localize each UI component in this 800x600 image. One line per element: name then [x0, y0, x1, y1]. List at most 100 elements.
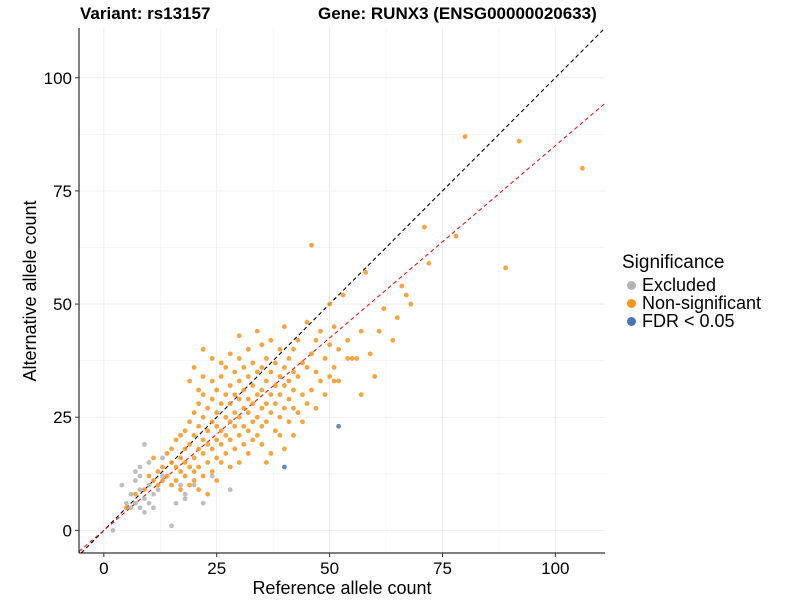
data-point — [277, 392, 283, 397]
grid-lines — [79, 28, 605, 553]
data-point — [300, 392, 305, 397]
data-point — [254, 392, 260, 397]
data-point — [155, 469, 161, 474]
data-point — [187, 482, 193, 488]
data-point — [245, 346, 251, 352]
data-point — [218, 428, 224, 434]
data-point — [259, 387, 265, 393]
data-point — [358, 328, 364, 334]
y-axis-label: Alternative allele count — [20, 200, 40, 381]
data-point — [205, 405, 211, 411]
data-point — [345, 355, 351, 361]
data-point — [133, 491, 138, 497]
data-point — [160, 455, 165, 461]
data-point — [336, 423, 342, 429]
data-point — [182, 473, 188, 479]
legend-label-non-significant: Non-significant — [642, 292, 762, 313]
data-point — [218, 360, 224, 366]
data-point — [196, 401, 202, 407]
data-point — [142, 487, 147, 493]
data-point — [259, 405, 265, 411]
data-point — [191, 455, 197, 461]
data-point — [327, 301, 332, 307]
data-point — [277, 414, 283, 420]
data-point — [367, 351, 373, 357]
y-tick-label: 50 — [53, 295, 72, 314]
data-point — [187, 419, 193, 425]
data-point — [133, 469, 138, 474]
data-point — [124, 500, 129, 506]
data-point — [128, 505, 134, 511]
data-point — [254, 328, 260, 334]
data-point — [232, 423, 238, 429]
data-point — [282, 383, 287, 388]
legend-item-significant: FDR < 0.05 — [622, 311, 761, 331]
data-point — [191, 432, 197, 438]
data-point — [178, 482, 183, 488]
data-point — [250, 401, 256, 407]
data-point — [358, 392, 364, 397]
data-point — [223, 392, 229, 397]
data-point — [200, 437, 206, 443]
data-point — [209, 469, 215, 474]
data-point — [331, 365, 337, 370]
y-tick-label: 0 — [63, 521, 72, 540]
data-point — [178, 455, 183, 461]
data-point — [250, 360, 256, 366]
data-point — [336, 346, 342, 352]
data-point — [291, 387, 296, 393]
data-point — [241, 365, 247, 370]
legend-swatch-significant — [627, 316, 636, 326]
data-point — [146, 482, 152, 488]
data-point — [169, 446, 174, 452]
data-point — [286, 396, 292, 402]
data-point — [236, 460, 242, 465]
data-point — [236, 333, 242, 339]
data-point — [223, 365, 229, 370]
data-point — [173, 500, 179, 506]
data-point — [263, 460, 269, 465]
data-point — [209, 378, 215, 384]
data-point — [182, 491, 188, 497]
data-point — [232, 392, 238, 397]
data-point — [516, 138, 522, 144]
data-point — [191, 410, 197, 416]
data-point — [164, 451, 170, 456]
x-tick-label: 75 — [433, 559, 452, 578]
data-point — [236, 378, 242, 384]
data-point — [250, 383, 256, 388]
data-point — [178, 432, 183, 438]
data-point — [196, 423, 202, 429]
data-point — [291, 369, 296, 375]
data-point — [205, 441, 211, 447]
data-point — [245, 428, 251, 434]
data-point — [259, 423, 265, 429]
data-point — [372, 374, 378, 379]
data-point — [268, 337, 274, 343]
data-point — [327, 342, 332, 348]
data-point — [322, 392, 328, 397]
data-point — [178, 469, 183, 474]
data-point — [119, 482, 125, 488]
legend-swatch-excluded — [627, 280, 636, 290]
data-point — [282, 365, 287, 370]
data-point — [227, 401, 233, 407]
data-point — [160, 464, 165, 470]
legend-title: Significance — [622, 252, 725, 273]
data-point — [232, 410, 238, 416]
x-tick-label: 100 — [541, 559, 569, 578]
legend-swatch-non-significant — [627, 298, 636, 308]
data-point — [214, 455, 220, 461]
data-point — [318, 328, 323, 334]
data-point — [223, 432, 229, 438]
data-point — [160, 473, 165, 479]
data-point — [300, 360, 305, 366]
data-point — [196, 387, 202, 393]
data-point — [142, 509, 147, 515]
data-point — [331, 378, 337, 384]
data-point — [327, 374, 332, 379]
data-point — [282, 324, 287, 330]
data-point — [286, 355, 292, 361]
data-points — [110, 134, 585, 533]
data-point — [227, 464, 233, 470]
